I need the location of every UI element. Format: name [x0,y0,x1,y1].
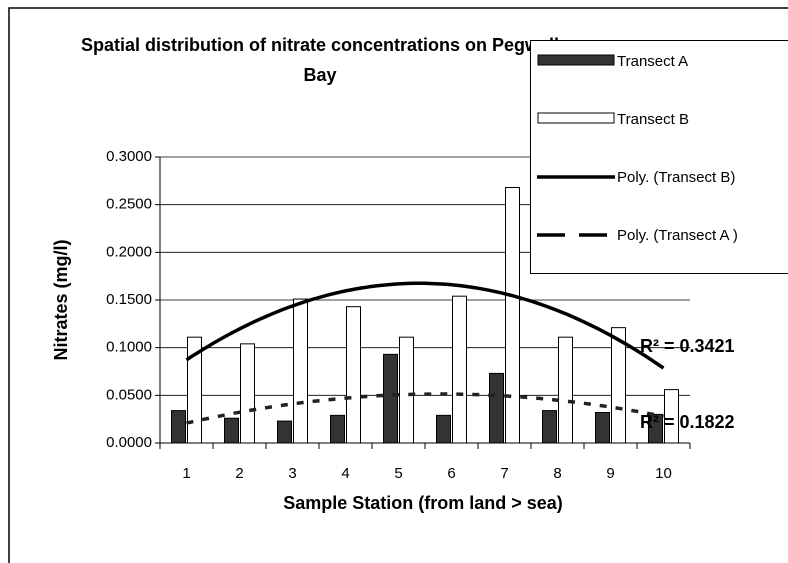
r-squared-label: R² = 0.3421 [640,336,735,356]
legend-label: Transect B [617,111,689,128]
bar [187,336,202,444]
legend-label: Poly. (Transect B) [617,169,736,186]
bar [330,414,345,444]
y-tick-label: 0.2500 [106,196,152,213]
bar [399,336,414,444]
bar [293,298,308,444]
x-tick-label: 5 [394,465,402,482]
bar [277,420,292,444]
legend-symbol [537,111,617,127]
bar [558,336,573,444]
trendline [185,281,665,370]
bar [664,389,679,444]
bar [611,327,626,444]
bar [452,295,467,444]
bar [505,187,520,444]
y-tick-label: 0.0500 [106,386,152,403]
x-tick-label: 2 [235,465,243,482]
bar [542,410,557,444]
y-tick-label: 0.1500 [106,291,152,308]
y-tick-label: 0.0000 [106,434,152,451]
bar [436,414,451,444]
bar [595,411,610,444]
chart-frame [8,7,788,563]
bar [383,353,398,444]
x-tick-label: 6 [447,465,455,482]
legend-label: Transect A [617,53,689,70]
legend-symbol [537,169,617,185]
y-axis-label: Nitrates (mg/l) [51,239,71,360]
legend-symbol [537,53,617,69]
bar [346,306,361,444]
legend-swatch [537,233,615,237]
legend-entry: Poly. (Transect B) [531,157,788,215]
bar [648,413,663,444]
legend-entry: Poly. (Transect A ) [531,215,788,273]
x-tick-label: 10 [655,465,672,482]
bar [240,343,255,444]
x-tick-label: 3 [288,465,296,482]
bar [224,417,239,444]
legend-swatch [537,175,615,179]
x-tick-label: 9 [606,465,614,482]
x-tick-label: 8 [553,465,561,482]
legend-label: Poly. (Transect A ) [617,227,738,244]
chart-title: Spatial distribution of nitrate concentr… [80,35,560,85]
x-tick-label: 7 [500,465,508,482]
trendline [186,392,664,425]
y-tick-label: 0.3000 [106,148,152,165]
legend-entry: Transect A [531,41,788,99]
legend: Transect A Transect B Poly. (Transect B) Po… [530,40,788,274]
bar [171,410,186,444]
x-tick-label: 1 [182,465,190,482]
legend-swatch [537,54,615,66]
x-tick-label: 4 [341,465,349,482]
y-tick-label: 0.1000 [106,339,152,356]
r-squared-label: R² = 0.1822 [640,412,735,432]
bar [489,372,504,444]
legend-symbol [537,227,617,243]
legend-swatch [537,112,615,124]
legend-entry: Transect B [531,99,788,157]
y-tick-label: 0.2000 [106,243,152,260]
x-axis-label: Sample Station (from land > sea) [283,493,563,513]
